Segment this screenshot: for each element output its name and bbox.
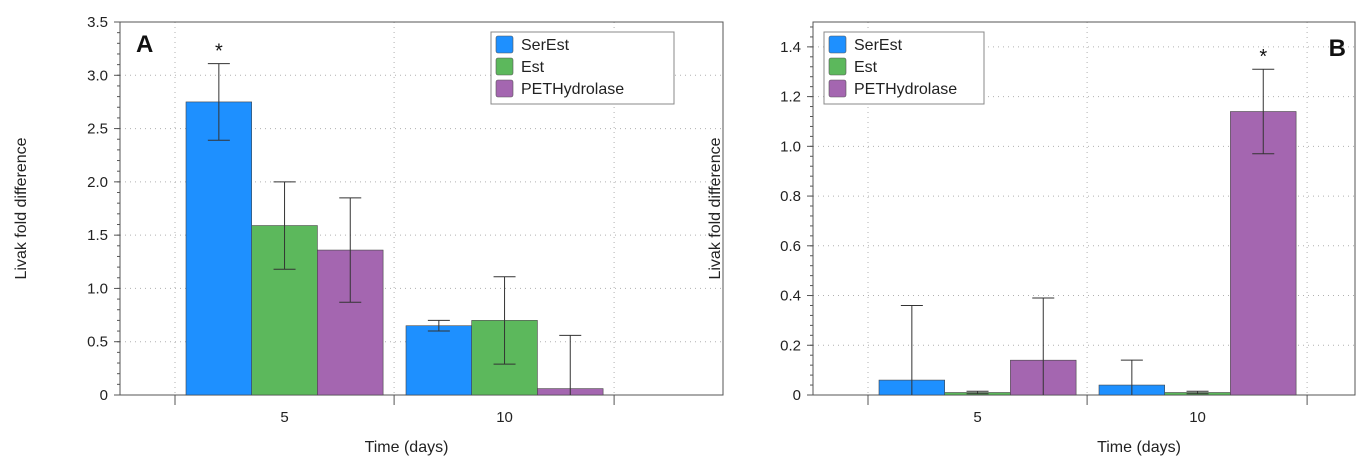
panel-letter: B (1329, 35, 1346, 62)
panel-letter: A (136, 31, 153, 58)
x-tick-label: 5 (973, 409, 981, 426)
legend-label-serest: SerEst (521, 37, 570, 54)
legend-swatch-serest (828, 35, 847, 54)
y-tick-label: 0.6 (780, 238, 801, 255)
legend-swatch-pethydrolase (495, 79, 514, 98)
chart-panel-a: 0 0.5 1.0 1.5 2.0 2.5 3.0 3.5 5 10 * Time (days) Liv… (13, 14, 724, 456)
bar-serest-5 (185, 101, 252, 396)
y-tick-label: 1.4 (780, 39, 801, 56)
legend: SerEst Est PETHydrolase (823, 31, 985, 105)
legend-label-pethydrolase: PETHydrolase (521, 81, 624, 98)
y-tick-label: 3.5 (87, 14, 108, 31)
y-tick-label: 2.0 (87, 174, 108, 191)
legend-label-est: Est (854, 59, 878, 76)
x-axis-title: Time (days) (1097, 439, 1181, 456)
legend-swatch-pethydrolase (828, 79, 847, 98)
y-tick-label: 1.5 (87, 227, 108, 244)
legend-box (490, 31, 675, 105)
legend-label-serest: SerEst (854, 37, 903, 54)
y-tick-label: 1.0 (87, 280, 108, 297)
legend-swatch-est (828, 57, 847, 76)
x-axis-title: Time (days) (365, 439, 449, 456)
y-axis-title: Livak fold difference (707, 137, 724, 279)
y-tick-label: 0.2 (780, 337, 801, 354)
y-axis-title: Livak fold difference (13, 137, 30, 279)
legend: SerEst Est PETHydrolase (490, 31, 675, 105)
y-tick-label: 0.8 (780, 188, 801, 205)
y-tick-label: 2.5 (87, 121, 108, 138)
y-tick-label: 0.4 (780, 288, 801, 305)
y-tick-label: 3.0 (87, 67, 108, 84)
legend-swatch-serest (495, 35, 514, 54)
y-tick-label: 0 (100, 387, 108, 404)
bar-serest-10 (405, 325, 472, 396)
legend-label-pethydrolase: PETHydrolase (854, 81, 957, 98)
significance-marker: * (215, 41, 223, 63)
y-tick-label: 0 (793, 387, 801, 404)
plot-frame (812, 21, 1356, 396)
legend-label-est: Est (521, 59, 545, 76)
x-tick-label: 5 (280, 409, 288, 426)
y-tick-label: 1.2 (780, 89, 801, 106)
y-tick-label: 1.0 (780, 138, 801, 155)
y-tick-label: 0.5 (87, 334, 108, 351)
chart-panel-b: 0 0.2 0.4 0.6 0.8 1.0 1.2 1.4 5 10 * Time (days) Liv… (707, 21, 1356, 456)
legend-swatch-est (495, 57, 514, 76)
bar-pethydrolase-10 (1230, 111, 1297, 396)
legend-box (823, 31, 985, 105)
significance-marker: * (1259, 46, 1267, 68)
x-tick-label: 10 (1189, 409, 1206, 426)
x-tick-label: 10 (496, 409, 513, 426)
